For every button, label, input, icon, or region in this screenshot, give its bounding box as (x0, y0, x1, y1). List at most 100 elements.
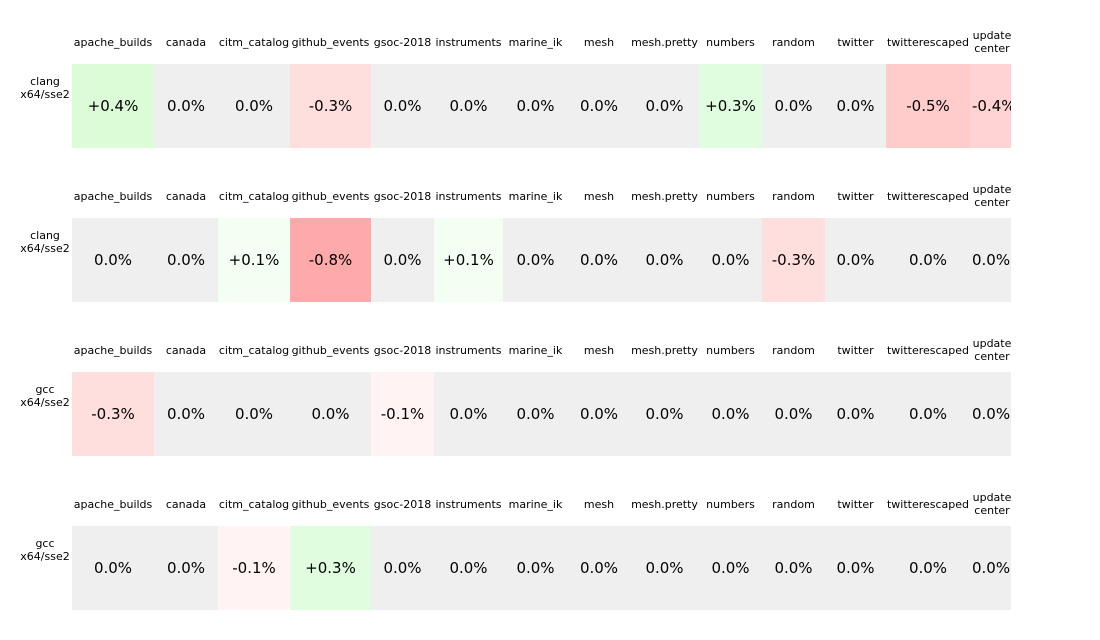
column-header: random (772, 497, 815, 511)
column-header: citm_catalog (218, 343, 290, 357)
column-header: update center (972, 29, 1011, 55)
value-cell: 0.0% (886, 372, 970, 456)
column-header: mesh.pretty (631, 497, 698, 511)
column-header: twitter (837, 35, 874, 49)
column-header: mesh.pretty (631, 343, 698, 357)
value-cell: 0.0% (568, 64, 630, 148)
value-cell: 0.0% (568, 526, 630, 610)
value-cell: -0.3% (290, 64, 371, 148)
value-cell: 0.0% (371, 64, 434, 148)
value-cell: 0.0% (825, 526, 886, 610)
column-header: instruments (435, 189, 502, 203)
row-label: gcc x64/sse2 (20, 383, 70, 409)
value-cell: +0.3% (290, 526, 371, 610)
column-header: instruments (435, 35, 502, 49)
column-header: mesh (583, 497, 615, 511)
row-strip: apache_builds 0.0% canada 0.0% citm_catalog +… (72, 154, 1011, 304)
column-header: citm_catalog (218, 35, 290, 49)
value-cell: -0.1% (218, 526, 290, 610)
column-header: numbers (706, 497, 755, 511)
value-cell: +0.1% (434, 218, 503, 302)
panel: clang x64/sse2 apache_builds 0.0% canada 0.0… (0, 154, 1100, 308)
column-header: gsoc-2018 (373, 343, 432, 357)
value-cell: 0.0% (290, 372, 371, 456)
column-header: random (772, 189, 815, 203)
column-header: twitterescaped (886, 35, 970, 49)
value-cell: +0.3% (699, 64, 762, 148)
column-header: instruments (435, 343, 502, 357)
column-header: github_events (291, 497, 370, 511)
column-header: github_events (291, 189, 370, 203)
column-header: gsoc-2018 (373, 497, 432, 511)
value-cell: 0.0% (825, 218, 886, 302)
value-cell: 0.0% (699, 372, 762, 456)
value-cell: 0.0% (72, 218, 154, 302)
value-cell: 0.0% (154, 526, 218, 610)
column-header: apache_builds (73, 497, 153, 511)
value-cell: 0.0% (762, 526, 825, 610)
panel: gcc x64/sse2 apache_builds -0.3% canada 0.0%… (0, 308, 1100, 462)
column-header: github_events (291, 343, 370, 357)
column-header: canada (165, 189, 207, 203)
column-header: mesh.pretty (631, 189, 698, 203)
column-header: apache_builds (73, 189, 153, 203)
column-header: gsoc-2018 (373, 189, 432, 203)
value-cell: 0.0% (434, 526, 503, 610)
column-header: citm_catalog (218, 497, 290, 511)
value-cell: 0.0% (630, 372, 699, 456)
column-header: marine_ik (508, 343, 563, 357)
column-header: mesh.pretty (631, 35, 698, 49)
value-cell: 0.0% (825, 372, 886, 456)
value-cell: 0.0% (503, 218, 568, 302)
value-cell: 0.0% (568, 218, 630, 302)
value-cell: -0.3% (72, 372, 154, 456)
column-header: twitter (837, 189, 874, 203)
value-cell: 0.0% (886, 526, 970, 610)
value-cell: 0.0% (218, 64, 290, 148)
column-header: numbers (706, 35, 755, 49)
row-label: clang x64/sse2 (20, 229, 70, 255)
value-cell: 0.0% (886, 218, 970, 302)
value-cell: 0.0% (503, 64, 568, 148)
value-cell: +0.1% (218, 218, 290, 302)
value-cell: 0.0% (154, 372, 218, 456)
column-header: marine_ik (508, 497, 563, 511)
value-cell: 0.0% (503, 526, 568, 610)
value-cell: -0.8% (290, 218, 371, 302)
column-header: citm_catalog (218, 189, 290, 203)
value-cell: 0.0% (154, 218, 218, 302)
value-cell: 0.0% (371, 526, 434, 610)
value-cell: 0.0% (371, 218, 434, 302)
value-cell: 0.0% (762, 64, 825, 148)
value-cell: 0.0% (154, 64, 218, 148)
value-cell: 0.0% (970, 526, 1011, 610)
value-cell: 0.0% (630, 218, 699, 302)
value-cell: 0.0% (699, 218, 762, 302)
column-header: update center (972, 337, 1011, 363)
value-cell: 0.0% (970, 372, 1011, 456)
value-cell: 0.0% (434, 64, 503, 148)
panel: gcc x64/sse2 apache_builds 0.0% canada 0.0% c… (0, 462, 1100, 616)
column-header: canada (165, 35, 207, 49)
value-cell: 0.0% (218, 372, 290, 456)
row-label: gcc x64/sse2 (20, 537, 70, 563)
value-cell: 0.0% (630, 64, 699, 148)
column-header: marine_ik (508, 189, 563, 203)
column-header: twitter (837, 497, 874, 511)
column-header: instruments (435, 497, 502, 511)
value-cell: -0.3% (762, 218, 825, 302)
column-header: gsoc-2018 (373, 35, 432, 49)
value-cell: 0.0% (503, 372, 568, 456)
value-cell: 0.0% (568, 372, 630, 456)
row-strip: apache_builds +0.4% canada 0.0% citm_catalog… (72, 0, 1011, 150)
column-header: canada (165, 497, 207, 511)
column-header: canada (165, 343, 207, 357)
column-header: mesh (583, 343, 615, 357)
row-label: clang x64/sse2 (20, 75, 70, 101)
column-header: apache_builds (73, 343, 153, 357)
value-cell: 0.0% (762, 372, 825, 456)
value-cell: -0.1% (371, 372, 434, 456)
column-header: update center (972, 183, 1011, 209)
column-header: random (772, 35, 815, 49)
